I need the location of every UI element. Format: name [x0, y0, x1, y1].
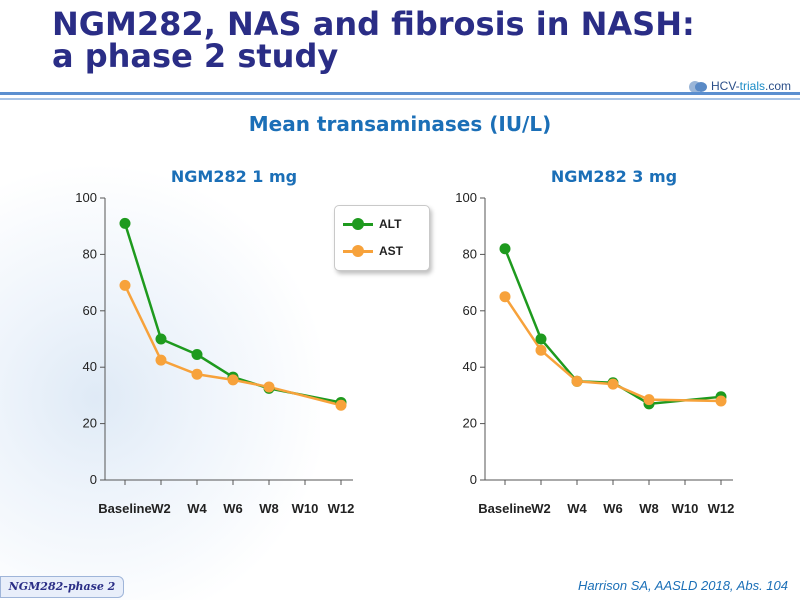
data-point-alt — [191, 349, 203, 361]
x-tick-label: Baseline — [478, 501, 531, 516]
y-tick-label: 80 — [83, 246, 97, 261]
x-tick-label: W8 — [259, 501, 279, 516]
y-tick-label: 0 — [90, 472, 97, 487]
x-tick-label: W4 — [187, 501, 207, 516]
data-point-ast — [191, 368, 203, 380]
logo-text: HCV-trials.com — [711, 79, 792, 93]
series-line-ast — [123, 284, 342, 407]
header-rule-secondary — [0, 98, 800, 100]
page-title: NGM282, NAS and fibrosis in NASH: a phas… — [52, 8, 695, 72]
page-title-line-2: a phase 2 study — [52, 37, 339, 75]
x-tick-label: W6 — [223, 501, 243, 516]
page-title-line-1: NGM282, NAS and fibrosis in NASH: — [52, 5, 695, 43]
data-point-alt — [499, 243, 511, 255]
legend-item-alt: ALT — [343, 215, 401, 233]
x-tick-label: W4 — [567, 501, 587, 516]
y-tick-label: 40 — [83, 359, 97, 374]
background-decoration — [0, 150, 320, 600]
legend-swatch-ast — [343, 244, 373, 258]
data-point-ast — [571, 375, 583, 387]
study-tag: NGM282-phase 2 — [0, 576, 124, 598]
data-point-ast — [263, 381, 275, 393]
slide-subtitle: Mean transaminases (IU/L) — [248, 112, 552, 136]
data-point-alt — [119, 217, 131, 229]
data-point-alt — [535, 333, 547, 345]
legend-label-alt: ALT — [379, 217, 402, 231]
chart-title: NGM282 3 mg — [551, 167, 677, 186]
series-line-ast — [503, 296, 722, 403]
legend-item-ast: AST — [343, 242, 403, 260]
y-tick-label: 40 — [463, 359, 477, 374]
data-point-ast — [715, 395, 727, 407]
y-tick-label: 100 — [75, 190, 97, 205]
x-tick-label: W6 — [603, 501, 623, 516]
citation: Harrison SA, AASLD 2018, Abs. 104 — [577, 578, 788, 593]
legend-swatch-alt — [343, 217, 373, 231]
x-tick-label: Baseline — [98, 501, 151, 516]
x-tick-label: W10 — [672, 501, 699, 516]
data-point-ast — [643, 394, 655, 406]
x-tick-label: W2 — [531, 501, 551, 516]
x-tick-label: W8 — [639, 501, 659, 516]
data-point-ast — [335, 399, 347, 411]
data-point-ast — [155, 354, 167, 366]
site-logo: HCV-trials.com — [688, 76, 791, 96]
chart-legend: ALT AST — [334, 205, 430, 271]
x-tick-label: W12 — [328, 501, 355, 516]
chart-1mg: NGM282 1 mg 0 20 40 60 80 100 Baseline W2 W4 W6 W8 W… — [75, 167, 355, 516]
x-tick-label: W12 — [708, 501, 735, 516]
x-tick-label: W2 — [151, 501, 171, 516]
y-tick-label: 100 — [455, 190, 477, 205]
legend-label-ast: AST — [379, 244, 403, 258]
data-point-alt — [155, 333, 167, 345]
header-rule — [0, 92, 800, 95]
chart-3mg: NGM282 3 mg 0 20 40 60 80 100 Baseline W2 W4 W6 W8 W… — [455, 167, 735, 516]
y-tick-label: 80 — [463, 246, 477, 261]
logo-icon — [688, 79, 708, 93]
data-point-ast — [499, 291, 511, 303]
data-point-ast — [119, 279, 131, 291]
data-point-ast — [607, 378, 619, 390]
x-tick-label: W10 — [292, 501, 319, 516]
y-tick-label: 60 — [83, 303, 97, 318]
y-tick-label: 0 — [470, 472, 477, 487]
data-point-ast — [227, 374, 239, 386]
y-tick-label: 60 — [463, 303, 477, 318]
y-tick-label: 20 — [83, 416, 97, 431]
y-tick-label: 20 — [463, 416, 477, 431]
chart-title: NGM282 1 mg — [171, 167, 297, 186]
data-point-ast — [535, 344, 547, 356]
